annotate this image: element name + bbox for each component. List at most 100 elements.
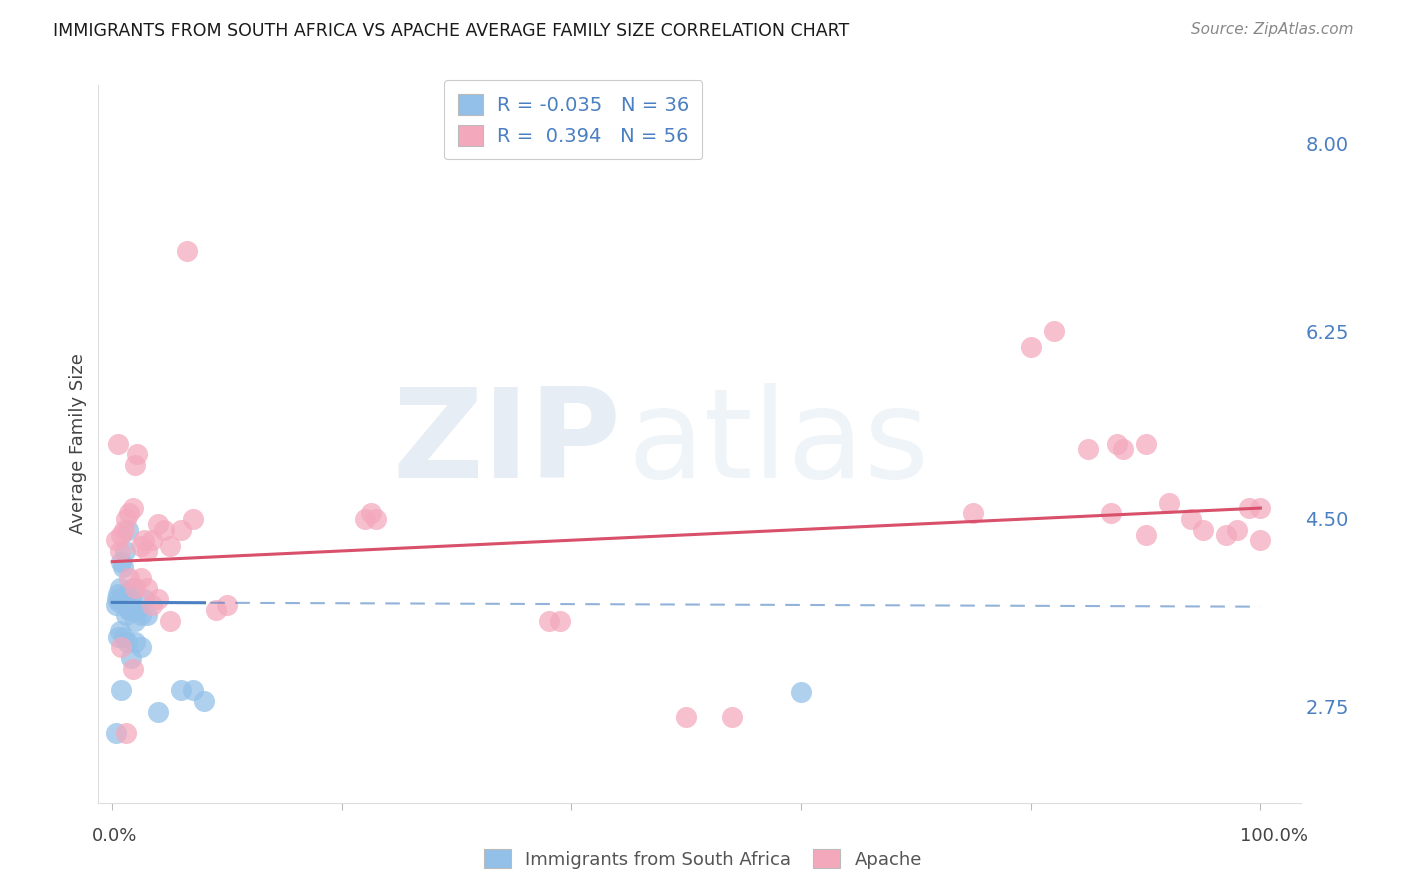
- Point: [134, 533, 156, 548]
- Point: [115, 598, 138, 612]
- Point: [1226, 523, 1249, 537]
- Point: [181, 683, 204, 698]
- Point: [129, 539, 152, 553]
- Point: [1135, 437, 1157, 451]
- Point: [153, 523, 176, 537]
- Point: [537, 614, 560, 628]
- Point: [366, 512, 388, 526]
- Point: [159, 614, 181, 628]
- Point: [1215, 528, 1237, 542]
- Point: [124, 614, 146, 628]
- Point: [118, 571, 141, 585]
- Point: [108, 595, 131, 609]
- Legend: R = -0.035   N = 36, R =  0.394   N = 56: R = -0.035 N = 36, R = 0.394 N = 56: [444, 80, 703, 160]
- Point: [110, 582, 132, 596]
- Point: [141, 598, 163, 612]
- Point: [115, 608, 138, 623]
- Point: [1077, 442, 1099, 457]
- Point: [1249, 533, 1271, 548]
- Point: [129, 571, 152, 585]
- Point: [548, 614, 571, 628]
- Point: [120, 592, 142, 607]
- Point: [112, 630, 135, 644]
- Point: [127, 603, 149, 617]
- Point: [790, 685, 813, 699]
- Point: [129, 608, 152, 623]
- Point: [124, 458, 146, 473]
- Point: [127, 448, 149, 462]
- Point: [118, 603, 141, 617]
- Point: [115, 635, 138, 649]
- Point: [962, 507, 984, 521]
- Point: [121, 662, 143, 676]
- Point: [1042, 324, 1064, 338]
- Point: [1249, 501, 1271, 516]
- Point: [112, 523, 135, 537]
- Point: [129, 640, 152, 655]
- Legend: Immigrants from South Africa, Apache: Immigrants from South Africa, Apache: [477, 842, 929, 876]
- Point: [135, 544, 157, 558]
- Point: [146, 705, 169, 719]
- Text: Source: ZipAtlas.com: Source: ZipAtlas.com: [1191, 22, 1354, 37]
- Point: [134, 592, 156, 607]
- Point: [118, 603, 141, 617]
- Y-axis label: Average Family Size: Average Family Size: [69, 353, 87, 534]
- Text: atlas: atlas: [627, 384, 929, 504]
- Point: [110, 528, 132, 542]
- Point: [170, 683, 193, 698]
- Point: [118, 507, 141, 521]
- Point: [721, 710, 744, 724]
- Point: [181, 512, 204, 526]
- Point: [146, 517, 169, 532]
- Point: [107, 437, 129, 451]
- Point: [170, 523, 193, 537]
- Point: [104, 726, 127, 740]
- Text: 0.0%: 0.0%: [91, 827, 136, 845]
- Point: [104, 533, 127, 548]
- Point: [110, 624, 132, 639]
- Point: [1157, 496, 1180, 510]
- Point: [1237, 501, 1260, 516]
- Point: [110, 640, 132, 655]
- Point: [107, 587, 129, 601]
- Point: [193, 694, 215, 708]
- Point: [1019, 340, 1042, 354]
- Point: [353, 512, 375, 526]
- Point: [124, 582, 146, 596]
- Point: [112, 592, 135, 607]
- Point: [1135, 528, 1157, 542]
- Point: [135, 608, 157, 623]
- Point: [1192, 523, 1215, 537]
- Point: [115, 512, 138, 526]
- Point: [1099, 507, 1122, 521]
- Point: [360, 507, 382, 521]
- Point: [675, 710, 697, 724]
- Point: [204, 603, 226, 617]
- Text: 100.0%: 100.0%: [1240, 827, 1308, 845]
- Point: [159, 539, 181, 553]
- Point: [105, 592, 128, 607]
- Point: [121, 582, 143, 596]
- Point: [146, 592, 169, 607]
- Point: [1111, 442, 1133, 457]
- Point: [120, 651, 142, 665]
- Point: [115, 587, 138, 601]
- Point: [1105, 437, 1128, 451]
- Point: [121, 501, 143, 516]
- Point: [110, 544, 132, 558]
- Point: [114, 544, 136, 558]
- Point: [110, 683, 132, 698]
- Point: [115, 726, 138, 740]
- Point: [110, 555, 132, 569]
- Point: [135, 582, 157, 596]
- Point: [107, 630, 129, 644]
- Point: [1180, 512, 1202, 526]
- Point: [117, 523, 139, 537]
- Text: IMMIGRANTS FROM SOUTH AFRICA VS APACHE AVERAGE FAMILY SIZE CORRELATION CHART: IMMIGRANTS FROM SOUTH AFRICA VS APACHE A…: [53, 22, 849, 40]
- Point: [141, 533, 163, 548]
- Point: [111, 560, 134, 574]
- Point: [215, 598, 238, 612]
- Point: [124, 635, 146, 649]
- Point: [104, 598, 127, 612]
- Text: ZIP: ZIP: [392, 384, 621, 504]
